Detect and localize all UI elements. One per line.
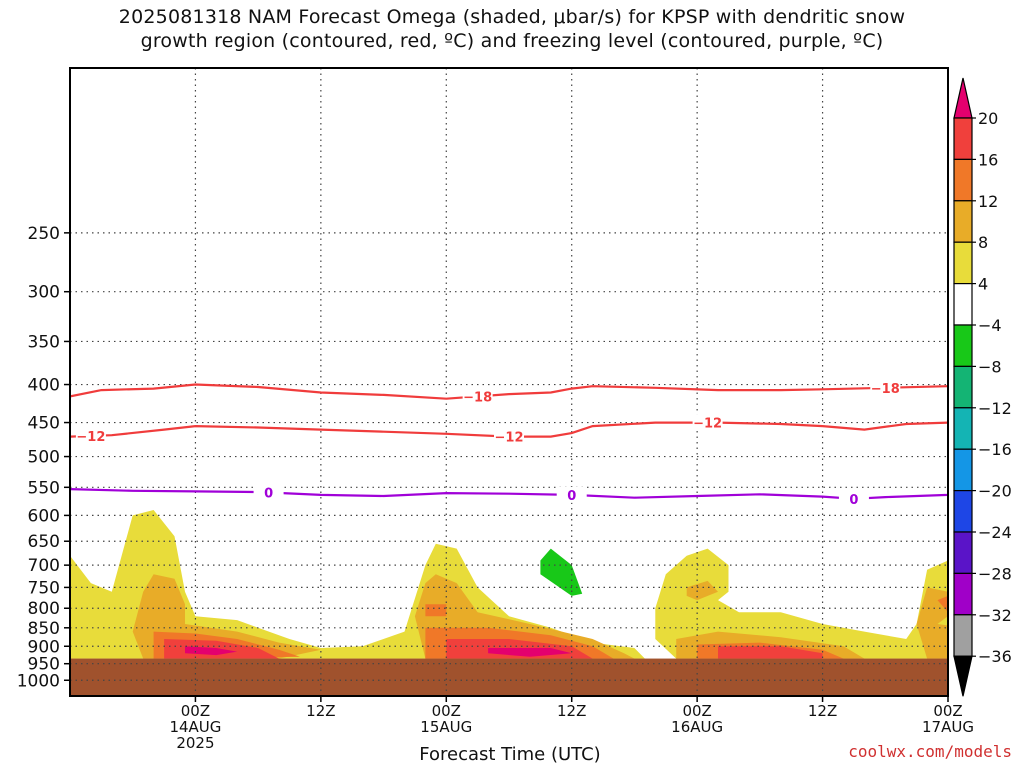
y-tick-label: 600 bbox=[28, 506, 60, 526]
x-tick-label: 15AUG bbox=[420, 718, 472, 736]
contour-lines: −18 −18 −12 −12 −12 0 0 0 bbox=[70, 379, 948, 508]
y-tick-label: 1000 bbox=[17, 671, 60, 691]
colorbar-label: 8 bbox=[978, 233, 988, 252]
contour-label-bg bbox=[75, 427, 106, 444]
x-tick-label: 00Z bbox=[933, 702, 962, 720]
omega-region bbox=[655, 548, 948, 659]
y-tick-label: 850 bbox=[28, 619, 60, 639]
colorbar-label: −24 bbox=[978, 523, 1012, 542]
ground-rect bbox=[70, 658, 948, 696]
colorbar-top-arrow bbox=[953, 77, 973, 119]
colorbar-label: −12 bbox=[978, 399, 1012, 418]
colorbar-bottom-arrow bbox=[953, 655, 973, 697]
colorbar-label: −32 bbox=[978, 606, 1012, 625]
omega-shading bbox=[70, 510, 948, 659]
colorbar-swatch bbox=[953, 448, 973, 492]
contour--18 bbox=[70, 383, 948, 400]
contour-label-bg bbox=[838, 490, 869, 507]
plot-frame bbox=[69, 67, 949, 697]
y-tick-label: 800 bbox=[28, 599, 60, 619]
y-tick-label: 550 bbox=[28, 478, 60, 498]
colorbar-swatch bbox=[953, 241, 973, 285]
x-tick-label: 00Z bbox=[432, 702, 461, 720]
chart-title-line-2: growth region (contoured, red, ºC) and f… bbox=[140, 30, 884, 52]
colorbar-swatch bbox=[953, 158, 973, 202]
ground-fill bbox=[70, 658, 948, 696]
omega-region bbox=[425, 604, 447, 617]
colorbar-swatch bbox=[953, 324, 973, 368]
x-tick-label: 12Z bbox=[557, 702, 586, 720]
colorbar-label: −20 bbox=[978, 482, 1012, 501]
grid-lines bbox=[70, 68, 949, 696]
contour-label-bg bbox=[870, 379, 901, 396]
colorbar-label: 12 bbox=[978, 192, 998, 211]
y-tick-label: 400 bbox=[28, 376, 60, 396]
colorbar-swatch bbox=[953, 407, 973, 450]
y-tick-label: 700 bbox=[28, 556, 60, 576]
colorbar-label: −4 bbox=[978, 316, 1002, 335]
omega-region bbox=[488, 648, 572, 657]
colorbar-swatch bbox=[953, 572, 973, 616]
y-tick-label: 950 bbox=[28, 655, 60, 675]
colorbar-label: 4 bbox=[978, 275, 988, 294]
contour-label: −12 bbox=[693, 417, 722, 432]
contour-label: −18 bbox=[463, 390, 492, 405]
contour-label-bg bbox=[462, 388, 493, 405]
contour-label: 0 bbox=[849, 493, 858, 508]
x-axis-label: Forecast Time (UTC) bbox=[419, 744, 601, 765]
omega-region bbox=[718, 646, 823, 659]
y-tick-label: 350 bbox=[28, 332, 60, 352]
x-tick-label: 16AUG bbox=[671, 718, 723, 736]
colorbar-label: 16 bbox=[978, 150, 998, 169]
omega-region bbox=[185, 646, 238, 656]
colorbar-label: −8 bbox=[978, 357, 1002, 376]
contour-0 bbox=[70, 488, 948, 500]
chart-title-line-1: 2025081318 NAM Forecast Omega (shaded, μ… bbox=[118, 6, 906, 28]
colorbar-swatch bbox=[953, 614, 973, 657]
colorbar-label: −36 bbox=[978, 647, 1012, 666]
x-tick-label: 00Z bbox=[682, 702, 711, 720]
colorbar-label: −16 bbox=[978, 440, 1012, 459]
colorbar-label: −28 bbox=[978, 564, 1012, 583]
omega-region bbox=[686, 580, 718, 601]
contour-label-bg bbox=[692, 414, 723, 431]
x-tick-label: 14AUG bbox=[169, 718, 221, 736]
x-tick-label: 17AUG bbox=[922, 718, 974, 736]
colorbar-swatch bbox=[953, 531, 973, 575]
y-tick-label: 900 bbox=[28, 637, 60, 657]
y-tick-label: 250 bbox=[28, 224, 60, 244]
y-tick-label: 450 bbox=[28, 414, 60, 434]
y-tick-label: 500 bbox=[28, 448, 60, 468]
contour-label: 0 bbox=[264, 486, 273, 501]
contour-label-bg bbox=[494, 428, 524, 445]
colorbar-swatch bbox=[953, 283, 973, 326]
x-tick-label: 2025 bbox=[176, 734, 214, 752]
colorbar: 20 16 12 8 4 −4 −8 −12 −16 −20 −24 −28 −32 −36 bbox=[953, 77, 1012, 697]
contour-label: −12 bbox=[76, 430, 105, 445]
colorbar-swatch bbox=[953, 200, 973, 243]
x-tick-label: 12Z bbox=[306, 702, 335, 720]
contour-label-bg bbox=[556, 486, 587, 503]
omega-region bbox=[916, 587, 948, 659]
y-tick-label: 650 bbox=[28, 532, 60, 552]
contour-label: −12 bbox=[495, 431, 524, 446]
colorbar-swatch bbox=[953, 365, 973, 409]
credit-text: coolwx.com/models bbox=[848, 742, 1012, 761]
x-tick-label: 00Z bbox=[181, 702, 210, 720]
colorbar-swatch bbox=[953, 117, 973, 161]
contour-label: −18 bbox=[871, 382, 900, 397]
colorbar-swatch bbox=[953, 490, 973, 533]
y-tick-label: 300 bbox=[28, 283, 60, 303]
omega-region bbox=[540, 548, 583, 596]
contour-label: 0 bbox=[567, 489, 576, 504]
y-tick-label: 750 bbox=[28, 578, 60, 598]
contour-label-bg bbox=[253, 484, 284, 501]
colorbar-label: 20 bbox=[978, 109, 998, 128]
y-axis: 2503003504004505005506006507007508008509… bbox=[17, 224, 70, 691]
x-tick-label: 12Z bbox=[808, 702, 837, 720]
contour--12 bbox=[70, 421, 948, 438]
